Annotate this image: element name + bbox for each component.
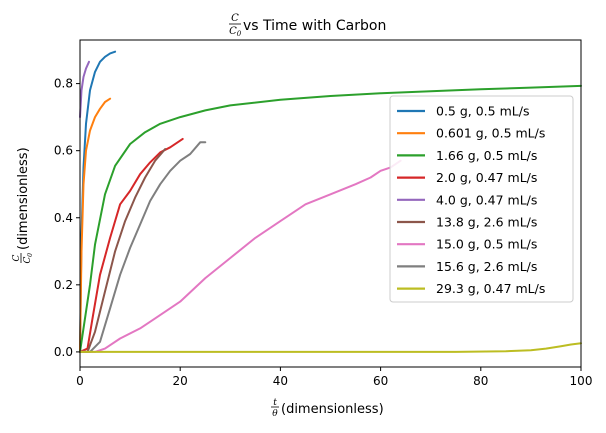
y-tick-label: 0.6 — [54, 144, 73, 158]
x-axis-label: t θ (dimensionless) — [271, 398, 384, 419]
legend-label-0: 0.5 g, 0.5 mL/s — [436, 104, 529, 119]
y-tick-label: 0.8 — [54, 77, 73, 91]
y-label-fraction-denominator: C — [23, 256, 33, 263]
x-label-text: (dimensionless) — [281, 402, 384, 417]
legend-frame — [389, 95, 574, 303]
plot-frame — [79, 39, 582, 368]
y-label-fraction-denominator-subscript: 0 — [27, 253, 34, 257]
legend-label-8: 29.3 g, 0.47 mL/s — [436, 281, 545, 296]
x-tick-label: 60 — [373, 374, 388, 388]
axes: 0 20 40 60 80 100 0.0 0.2 0.4 0.6 0.8 — [54, 39, 593, 388]
x-tick-label: 0 — [76, 374, 84, 388]
series-line-4 — [79, 60, 90, 119]
x-tick-label: 20 — [173, 374, 188, 388]
legend-label-1: 0.601 g, 0.5 mL/s — [436, 126, 545, 141]
x-tick-label: 80 — [473, 374, 488, 388]
legend-label-7: 15.6 g, 2.6 mL/s — [436, 259, 537, 274]
series-line-5 — [79, 148, 167, 353]
y-tick-label: 0.2 — [54, 278, 73, 292]
x-tick-label: 100 — [570, 374, 593, 388]
series-line-2 — [79, 84, 582, 353]
legend: 0.5 g, 0.5 mL/s 0.601 g, 0.5 mL/s 1.66 g, … — [389, 95, 574, 303]
x-tick-label: 40 — [273, 374, 288, 388]
y-label-fraction-numerator: C — [12, 254, 22, 261]
legend-label-2: 1.66 g, 0.5 mL/s — [436, 148, 537, 163]
series-line-7 — [79, 141, 207, 353]
y-tick-label: 0.0 — [54, 345, 73, 359]
title-text: vs Time with Carbon — [243, 18, 386, 34]
legend-label-6: 15.0 g, 0.5 mL/s — [436, 237, 537, 252]
y-label-text: (dimensionless) — [16, 147, 31, 250]
title-fraction-numerator: C — [231, 13, 239, 24]
chart-title: C C 0 vs Time with Carbon — [229, 13, 386, 38]
x-label-fraction-numerator: t — [273, 398, 277, 408]
legend-label-4: 4.0 g, 0.47 mL/s — [436, 192, 537, 207]
series-line-6 — [79, 159, 402, 353]
y-tick-label: 0.4 — [54, 211, 73, 225]
series-line-8 — [79, 342, 582, 353]
legend-label-3: 2.0 g, 0.47 mL/s — [436, 170, 537, 185]
series-line-1 — [79, 97, 112, 353]
x-label-fraction-denominator: θ — [272, 409, 278, 419]
legend-label-5: 13.8 g, 2.6 mL/s — [436, 215, 537, 230]
title-fraction-denominator: C — [229, 26, 237, 37]
title-fraction-denominator-subscript: 0 — [237, 30, 242, 38]
y-axis-label: C C 0 (dimensionless) — [12, 147, 34, 263]
series-layer — [79, 50, 582, 353]
